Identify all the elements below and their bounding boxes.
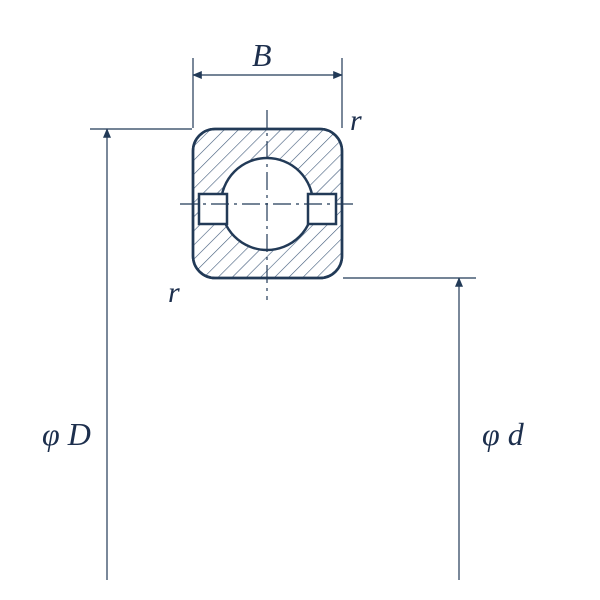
label-r-bottom: r <box>168 276 180 309</box>
cage-right <box>308 194 336 224</box>
label-d: φ d <box>482 416 525 452</box>
dimension-D: φ D <box>42 129 192 580</box>
label-B: B <box>252 37 272 73</box>
label-D: φ D <box>42 416 91 452</box>
bearing-cross-section-diagram: B φ D φ d r r <box>0 0 600 600</box>
label-r-top: r <box>350 104 362 137</box>
cage-left <box>199 194 227 224</box>
dimension-d: φ d <box>343 278 525 580</box>
